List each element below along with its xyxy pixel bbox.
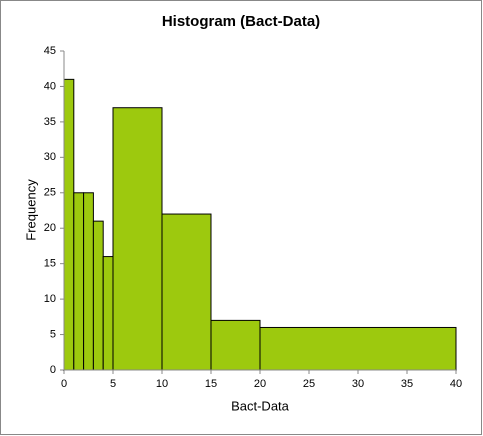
- bar: [63, 78, 75, 371]
- y-tick-label: 25: [44, 187, 56, 199]
- x-tick-label: 5: [110, 378, 116, 390]
- x-tick-label: 20: [254, 378, 266, 390]
- bar: [112, 107, 163, 371]
- y-tick-label: 15: [44, 258, 56, 270]
- bar: [210, 319, 261, 371]
- bar: [102, 256, 114, 371]
- y-tick-label: 5: [50, 328, 56, 340]
- y-tick-label: 10: [44, 293, 56, 305]
- y-tick-label: 45: [44, 45, 56, 57]
- chart-title: Histogram (Bact-Data): [162, 13, 320, 30]
- bar: [73, 192, 85, 371]
- x-tick-label: 40: [450, 378, 462, 390]
- y-tick-label: 35: [44, 116, 56, 128]
- x-tick-label: 35: [401, 378, 413, 390]
- y-axis-title: Frequency: [23, 179, 38, 241]
- y-tick-label: 40: [44, 80, 56, 92]
- x-tick-label: 0: [61, 378, 67, 390]
- bar: [161, 213, 212, 371]
- y-tick-label: 20: [44, 222, 56, 234]
- y-tick-label: 30: [44, 151, 56, 163]
- bar: [92, 220, 104, 371]
- x-tick-label: 10: [156, 378, 168, 390]
- x-tick-label: 15: [205, 378, 217, 390]
- bar: [83, 192, 94, 371]
- x-tick-label: 25: [303, 378, 315, 390]
- bar: [259, 326, 457, 371]
- x-tick-label: 30: [352, 378, 364, 390]
- y-tick-label: 0: [50, 364, 56, 376]
- x-axis-title: Bact-Data: [231, 398, 290, 413]
